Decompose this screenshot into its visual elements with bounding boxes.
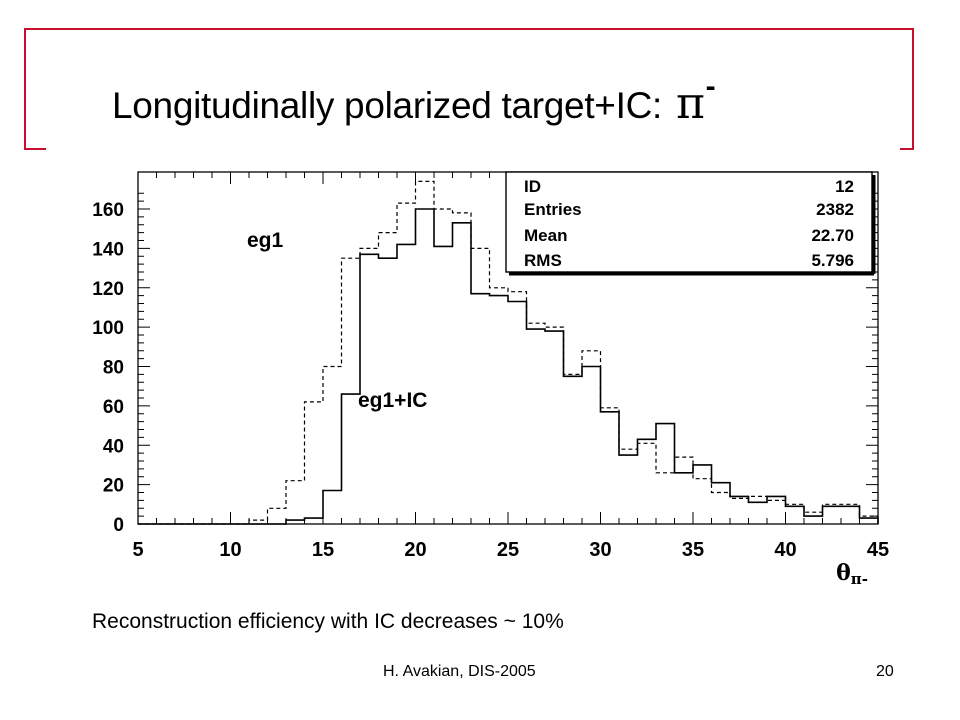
x-axis-label-subscript: π- [851, 570, 868, 588]
x-tick-label: 5 [132, 539, 143, 561]
stats-key: RMS [524, 251, 562, 270]
x-tick-label: 30 [589, 539, 611, 561]
y-tick-label: 100 [92, 318, 124, 339]
y-tick-label: 40 [103, 436, 124, 457]
slide-title-text: Longitudinally polarized target+IC: [112, 85, 662, 126]
x-axis-label: θπ- [836, 560, 868, 588]
series-eg1-ic-line [138, 208, 879, 525]
stats-value: 12 [835, 177, 854, 196]
x-tick-label: 35 [682, 539, 704, 561]
title-frame-left-foot [24, 148, 46, 150]
stats-key: Mean [524, 226, 567, 245]
x-axis-label-theta: θ [836, 560, 851, 586]
title-superscript: - [705, 70, 716, 103]
y-tick-label: 60 [103, 397, 124, 418]
page-number: 20 [876, 663, 894, 680]
x-tick-label: 25 [497, 539, 519, 561]
title-frame [24, 28, 914, 150]
series-label-eg1: eg1 [247, 229, 284, 252]
x-tick-label: 45 [867, 539, 889, 561]
stats-key: ID [524, 177, 541, 196]
stats-value: 2382 [816, 200, 854, 219]
y-tick-label: 20 [103, 476, 124, 497]
x-tick-label: 10 [219, 539, 241, 561]
x-tick-label: 40 [774, 539, 796, 561]
x-tick-label: 20 [404, 539, 426, 561]
x-tick-label: 15 [312, 539, 334, 561]
series-eg1-line [138, 180, 879, 525]
caption: Reconstruction efficiency with IC decrea… [92, 610, 564, 633]
pi-symbol: π [676, 78, 705, 129]
y-tick-label: 140 [92, 239, 124, 260]
footer-author: H. Avakian, DIS-2005 [383, 663, 536, 680]
title-frame-right-foot [900, 148, 914, 150]
stats-key: Entries [524, 200, 582, 219]
stats-value: 5.796 [811, 251, 854, 270]
y-tick-label: 0 [113, 515, 124, 536]
title-frame-left-border [24, 28, 26, 150]
title-frame-right-border [912, 28, 914, 150]
slide-title: Longitudinally polarized target+IC: π- [112, 70, 716, 129]
y-tick-label: 80 [103, 358, 124, 379]
y-tick-label: 120 [92, 279, 124, 300]
stats-box [505, 171, 873, 273]
stats-value: 22.70 [811, 226, 854, 245]
series-label-eg1-ic: eg1+IC [358, 389, 427, 412]
y-tick-label: 160 [92, 200, 124, 221]
